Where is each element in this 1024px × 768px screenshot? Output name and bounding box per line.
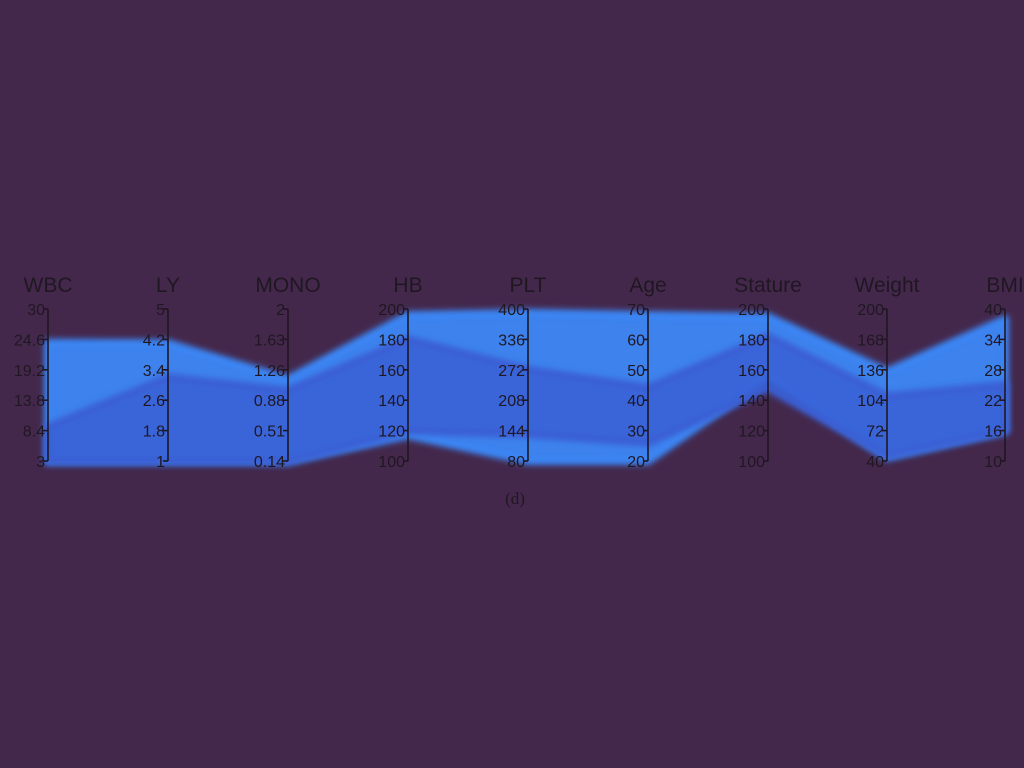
- tick-label: 180: [738, 332, 765, 349]
- axis-age: Age 70 60 50 40 30 20: [627, 274, 666, 471]
- tick-label: 120: [378, 424, 405, 441]
- tick-label: 19.2: [14, 363, 45, 380]
- tick-label: 180: [378, 332, 405, 349]
- axis-title-mono: MONO: [255, 274, 320, 297]
- tick-label: 1.26: [254, 363, 285, 380]
- tick-label: 20: [627, 454, 645, 471]
- tick-label: 2.6: [143, 393, 165, 410]
- tick-label: 136: [857, 363, 884, 380]
- tick-label: 160: [738, 363, 765, 380]
- tick-label: 28: [984, 363, 1002, 380]
- tick-label: 168: [857, 332, 884, 349]
- tick-label: 3.4: [143, 363, 165, 380]
- tick-label: 16: [984, 424, 1002, 441]
- axis-title-weight: Weight: [855, 274, 920, 297]
- tick-label: 3: [36, 454, 45, 471]
- tick-label: 8.4: [23, 424, 45, 441]
- axes-layer: WBC 30 24.6 19.2 13.8 8.4 3 LY 5 4.2 3.4 2.6 1.8 1 MON…: [14, 274, 1024, 471]
- tick-label: 4.2: [143, 332, 165, 349]
- axis-title-age: Age: [629, 274, 666, 297]
- tick-label: 200: [378, 302, 405, 319]
- tick-label: 22: [984, 393, 1002, 410]
- tick-label: 0.14: [254, 454, 285, 471]
- tick-label: 40: [866, 454, 884, 471]
- chart-caption: (d): [505, 489, 525, 508]
- tick-label: 200: [857, 302, 884, 319]
- tick-label: 140: [378, 393, 405, 410]
- tick-label: 208: [498, 393, 525, 410]
- tick-label: 24.6: [14, 332, 45, 349]
- axis-ly: LY 5 4.2 3.4 2.6 1.8 1: [143, 274, 180, 471]
- tick-label: 80: [507, 454, 525, 471]
- tick-label: 0.88: [254, 393, 285, 410]
- tick-label: 144: [498, 424, 525, 441]
- tick-label: 1.8: [143, 424, 165, 441]
- tick-label: 400: [498, 302, 525, 319]
- axis-title-hb: HB: [393, 274, 422, 297]
- tick-label: 40: [984, 302, 1002, 319]
- axis-plt: PLT 400 336 272 208 144 80: [498, 274, 546, 471]
- tick-label: 50: [627, 363, 645, 380]
- tick-label: 120: [738, 424, 765, 441]
- tick-label: 160: [378, 363, 405, 380]
- axis-hb: HB 200 180 160 140 120 100: [378, 274, 422, 471]
- axis-mono: MONO 2 1.63 1.26 0.88 0.51 0.14: [254, 274, 321, 471]
- axis-title-plt: PLT: [510, 274, 547, 297]
- tick-label: 100: [738, 454, 765, 471]
- tick-label: 140: [738, 393, 765, 410]
- tick-label: 5: [156, 302, 165, 319]
- tick-label: 100: [378, 454, 405, 471]
- axis-weight: Weight 200 168 136 104 72 40: [855, 274, 920, 471]
- tick-label: 272: [498, 363, 525, 380]
- tick-label: 60: [627, 332, 645, 349]
- tick-label: 30: [627, 424, 645, 441]
- tick-label: 70: [627, 302, 645, 319]
- tick-label: 72: [866, 424, 884, 441]
- axis-title-bmi: BMI: [986, 274, 1023, 297]
- axis-wbc: WBC 30 24.6 19.2 13.8 8.4 3: [14, 274, 73, 471]
- tick-label: 30: [27, 302, 45, 319]
- tick-label: 40: [627, 393, 645, 410]
- tick-label: 1.63: [254, 332, 285, 349]
- axis-stature: Stature 200 180 160 140 120 100: [734, 274, 802, 471]
- tick-label: 336: [498, 332, 525, 349]
- axis-title-stature: Stature: [734, 274, 802, 297]
- tick-label: 2: [276, 302, 285, 319]
- tick-label: 1: [156, 454, 165, 471]
- axis-title-ly: LY: [156, 274, 180, 297]
- tick-label: 0.51: [254, 424, 285, 441]
- tick-label: 13.8: [14, 393, 45, 410]
- tick-label: 104: [857, 393, 884, 410]
- tick-label: 10: [984, 454, 1002, 471]
- axis-bmi: BMI 40 34 28 22 16 10: [984, 274, 1023, 471]
- tick-label: 34: [984, 332, 1002, 349]
- axis-title-wbc: WBC: [24, 274, 73, 297]
- tick-label: 200: [738, 302, 765, 319]
